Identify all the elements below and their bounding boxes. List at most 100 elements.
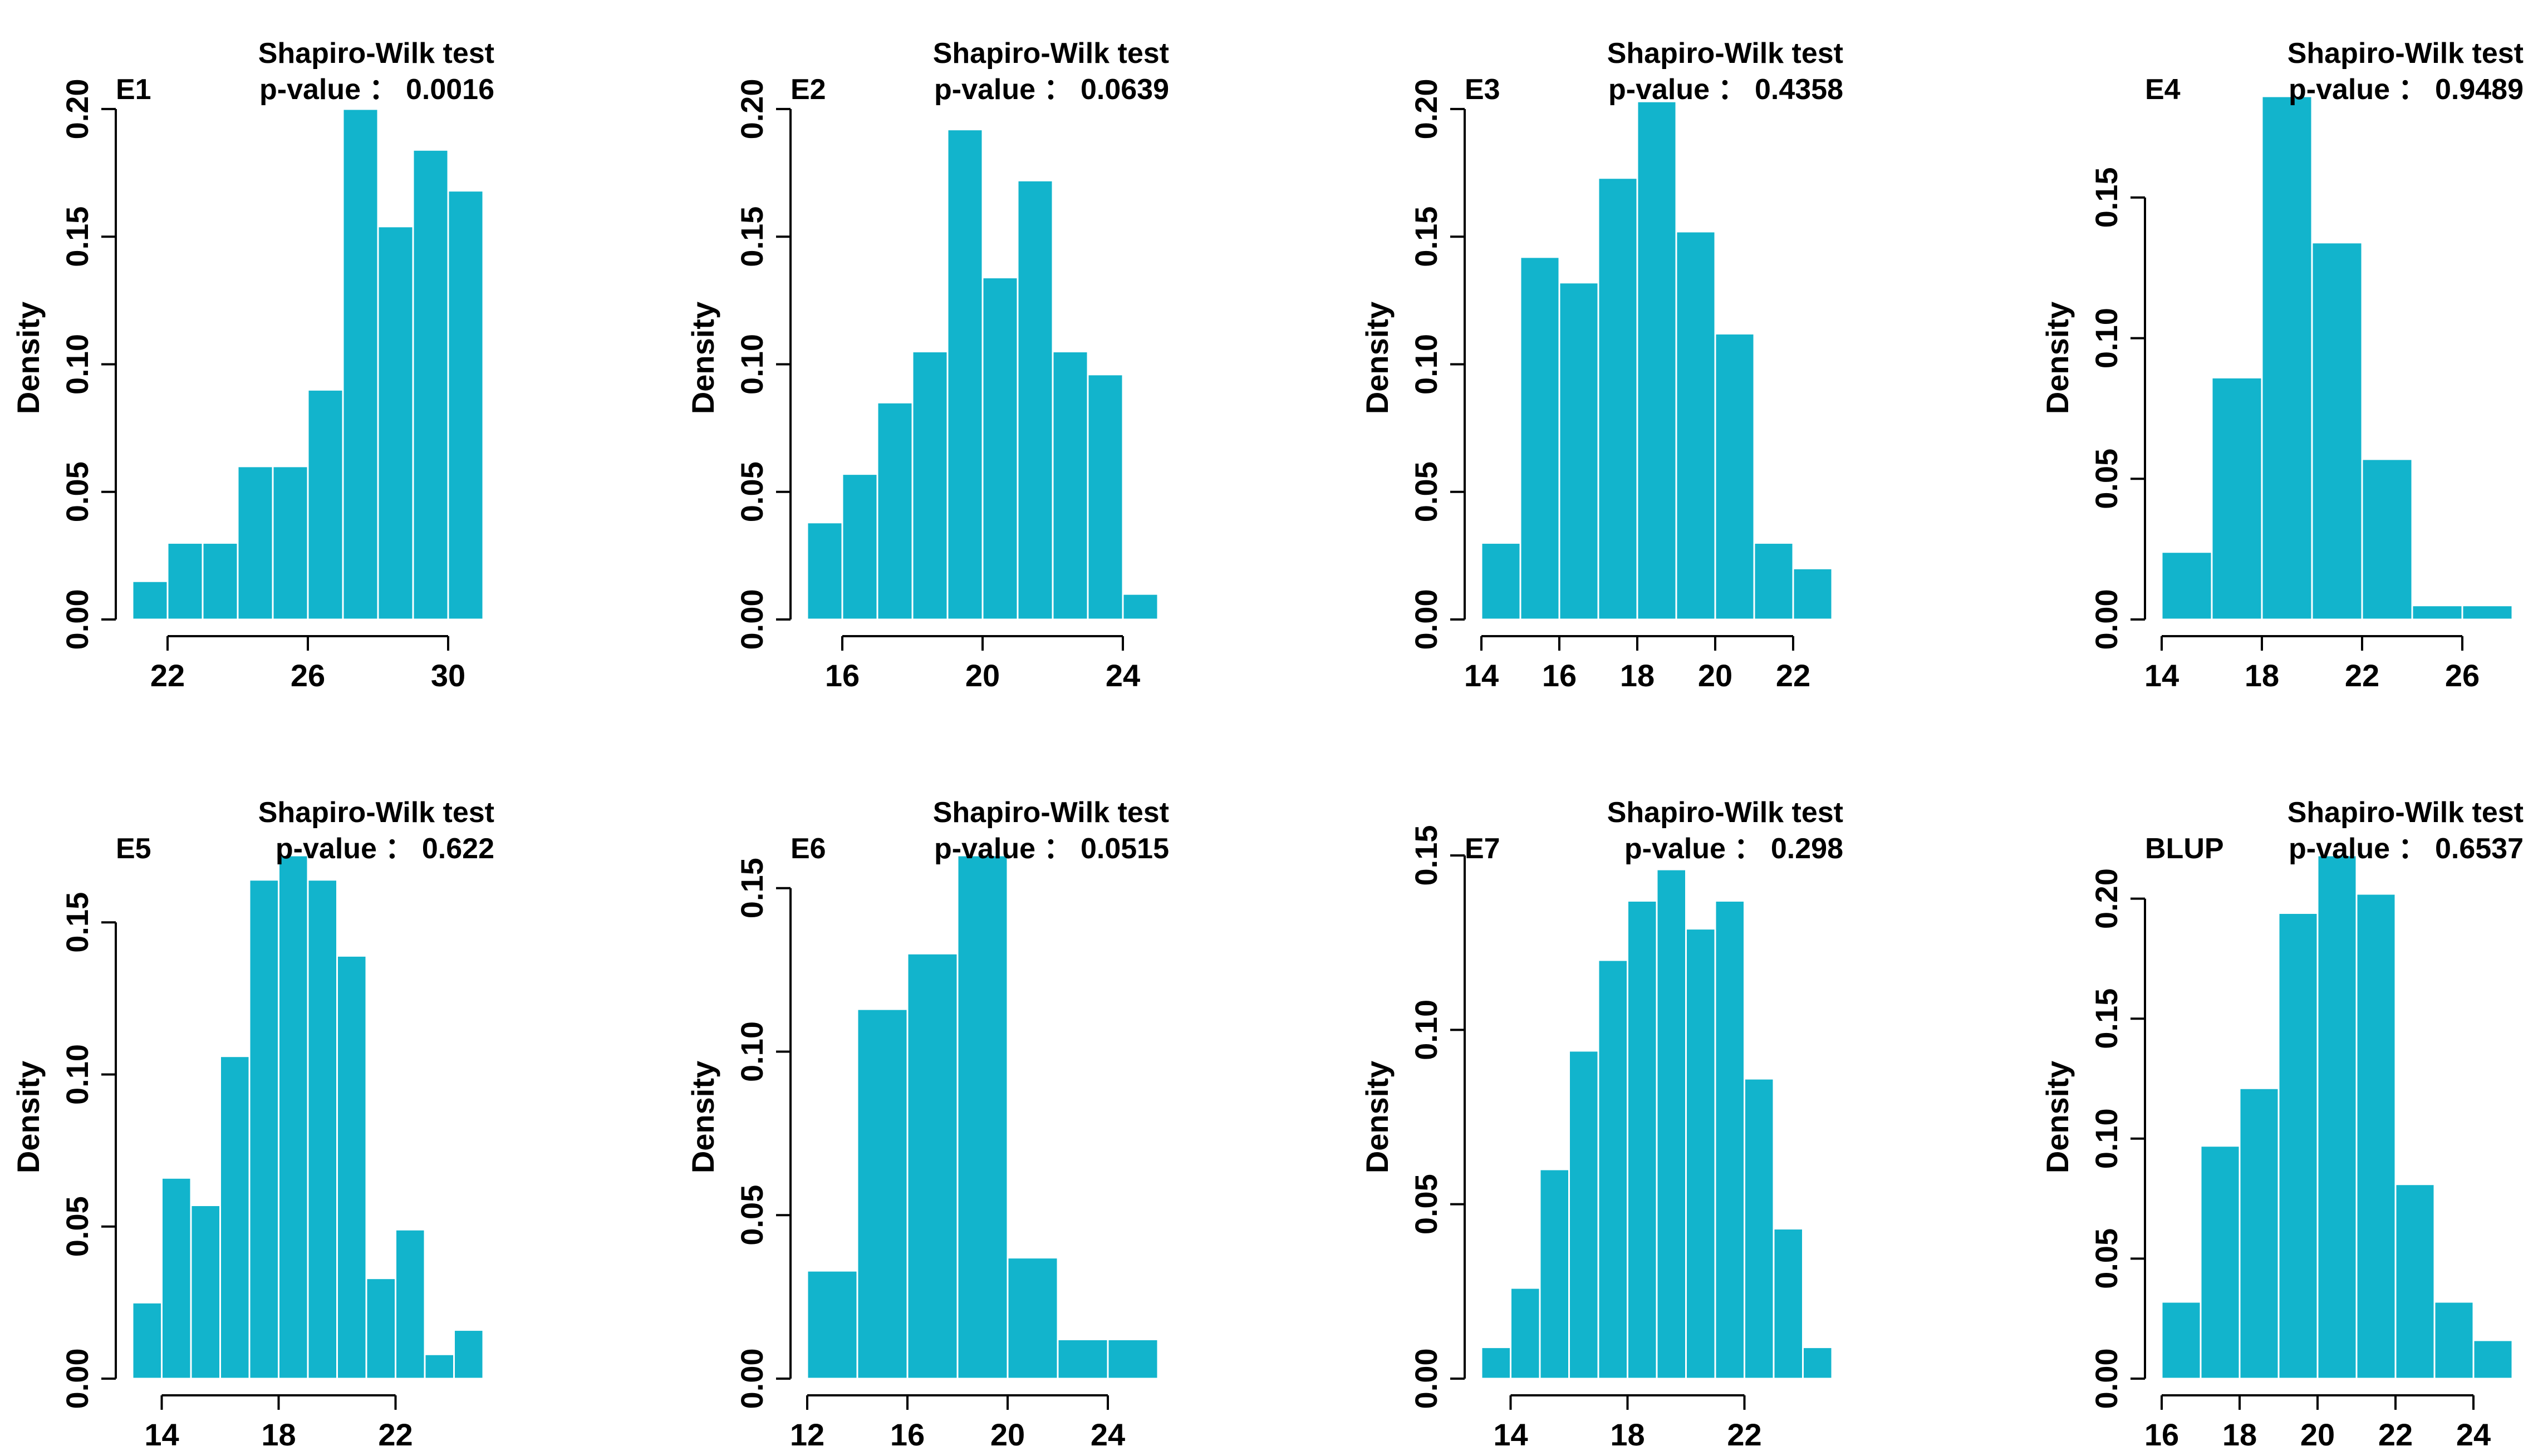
histogram-bar	[1480, 542, 1521, 621]
histogram-bar	[841, 473, 878, 621]
histogram-bar	[1568, 1050, 1599, 1380]
x-tick-label: 22	[378, 1417, 413, 1452]
x-tick-label: 18	[2245, 658, 2279, 693]
histogram-bar	[1685, 928, 1716, 1380]
panel-label: E3	[1465, 73, 1500, 106]
histogram-bar	[1057, 1339, 1109, 1380]
x-tick-label: 22	[1776, 658, 1810, 693]
x-tick-label: 16	[1542, 658, 1577, 693]
y-tick-label: 0.20	[60, 78, 95, 139]
histogram-bar	[2472, 1339, 2514, 1380]
test-name: Shapiro-Wilk test	[1607, 796, 1843, 829]
y-tick-label: 0.00	[734, 1349, 769, 1409]
y-axis-title: Density	[685, 302, 720, 414]
y-tick-label: 0.00	[1408, 589, 1444, 650]
x-tick-label: 18	[261, 1417, 296, 1452]
y-axis-title: Density	[685, 1061, 720, 1173]
test-name: Shapiro-Wilk test	[933, 796, 1169, 829]
panel-label: E7	[1465, 833, 1500, 865]
histogram-panel-e2: 0.00 0.05 0.10 0.15 0.20 16 20 24 Density E2 Shapi…	[685, 37, 1169, 693]
histogram-bar	[1519, 256, 1560, 621]
histogram-bar	[2200, 1145, 2241, 1380]
histogram-panel-e6: 0.00 0.05 0.10 0.15 12 16 20 24 Density E6 Shapiro…	[685, 796, 1169, 1452]
y-tick-label: 0.15	[60, 206, 95, 267]
histogram-panel-blup: 0.00 0.05 0.10 0.15 0.20 16 18 20 22 24 Density BLU…	[2040, 796, 2524, 1452]
p-value-label: p-value ： 0.298	[1624, 833, 1843, 865]
histogram-bar	[202, 542, 239, 621]
histogram-bar	[2161, 1301, 2202, 1380]
x-tick-label: 22	[2378, 1417, 2413, 1452]
histogram-bar	[806, 522, 843, 621]
histogram-bar	[1122, 593, 1159, 621]
histogram-panel-e4: 0.00 0.05 0.10 0.15 14 18 22 26 Density E4 Shapiro…	[2040, 37, 2524, 693]
y-tick-label: 0.05	[2089, 449, 2124, 509]
histogram-bar	[1480, 1346, 1511, 1380]
histogram-bar	[906, 952, 959, 1380]
x-tick-label: 26	[291, 658, 325, 693]
histogram-bar	[248, 879, 279, 1380]
y-tick-label: 0.10	[734, 1021, 769, 1082]
p-value-label: p-value ： 0.0016	[259, 73, 494, 106]
y-tick-label: 0.00	[1408, 1349, 1444, 1409]
y-axis-title: Density	[11, 1061, 46, 1173]
histogram-bar	[1087, 373, 1124, 621]
y-tick-label: 0.15	[734, 206, 769, 267]
histogram-bar	[342, 108, 379, 621]
y-tick-label: 0.10	[1408, 334, 1444, 395]
x-tick-label: 24	[1091, 1417, 1125, 1452]
histogram-bar	[2394, 1183, 2436, 1380]
histogram-bar	[1017, 179, 1054, 621]
histogram-bar	[1744, 1078, 1775, 1380]
histogram-bar	[1597, 177, 1638, 621]
histogram-bar	[412, 149, 449, 621]
histogram-bar	[1802, 1346, 1833, 1380]
x-tick-label: 14	[144, 1417, 179, 1452]
x-tick-label: 22	[1727, 1417, 1761, 1452]
histogram-bar	[1753, 542, 1794, 621]
histogram-bar	[307, 388, 344, 621]
x-tick-label: 20	[2300, 1417, 2335, 1452]
histogram-bar	[237, 465, 274, 621]
panel-label: BLUP	[2145, 833, 2224, 865]
histogram-panel-e3: 0.00 0.05 0.10 0.15 0.20 14 16 18 20 22 Density E3 S…	[1359, 37, 1843, 693]
panel-label: E6	[791, 833, 826, 865]
y-tick-label: 0.15	[734, 858, 769, 918]
y-tick-label: 0.15	[1408, 825, 1444, 886]
histogram-panel-e5: 0.00 0.05 0.10 0.15 14 18 22 Density E5 Shapiro-W…	[11, 796, 494, 1452]
histogram-bar	[1558, 282, 1599, 621]
y-tick-label: 0.20	[734, 78, 769, 139]
p-value-label: p-value ： 0.622	[276, 833, 494, 865]
histogram-bar	[166, 542, 204, 621]
test-name: Shapiro-Wilk test	[933, 37, 1169, 70]
histogram-bar	[1792, 567, 1833, 621]
y-tick-label: 0.05	[1408, 461, 1444, 522]
histogram-bar	[1597, 959, 1628, 1380]
histogram-bar	[1539, 1168, 1570, 1380]
histogram-bar	[2433, 1301, 2475, 1380]
histogram-bar	[161, 1177, 192, 1380]
histogram-bar	[856, 1008, 909, 1380]
x-tick-label: 18	[1620, 658, 1655, 693]
histogram-bar	[336, 955, 367, 1380]
y-tick-label: 0.05	[1408, 1174, 1444, 1234]
panel-label: E1	[116, 73, 151, 106]
y-tick-label: 0.05	[60, 1196, 95, 1257]
p-value-label: p-value ： 0.4358	[1608, 73, 1843, 106]
y-tick-label: 0.05	[734, 461, 769, 522]
histogram-bar	[956, 854, 1009, 1380]
x-tick-label: 18	[1610, 1417, 1645, 1452]
histogram-panel-e7: 0.00 0.05 0.10 0.15 14 18 22 Density E7 Shapiro-W…	[1359, 796, 1843, 1452]
x-tick-label: 14	[1493, 1417, 1528, 1452]
y-tick-label: 0.05	[60, 461, 95, 522]
histogram-bar	[806, 1270, 858, 1380]
y-axis-title: Density	[11, 302, 46, 414]
x-tick-label: 16	[825, 658, 860, 693]
histogram-bar	[365, 1277, 396, 1380]
test-name: Shapiro-Wilk test	[258, 37, 494, 70]
y-tick-label: 0.00	[2089, 589, 2124, 650]
y-tick-label: 0.15	[1408, 206, 1444, 267]
y-tick-label: 0.00	[60, 589, 95, 650]
y-tick-label: 0.10	[2089, 1108, 2124, 1169]
x-tick-label: 20	[990, 1417, 1025, 1452]
p-value-label: p-value ： 0.9489	[2289, 73, 2524, 106]
